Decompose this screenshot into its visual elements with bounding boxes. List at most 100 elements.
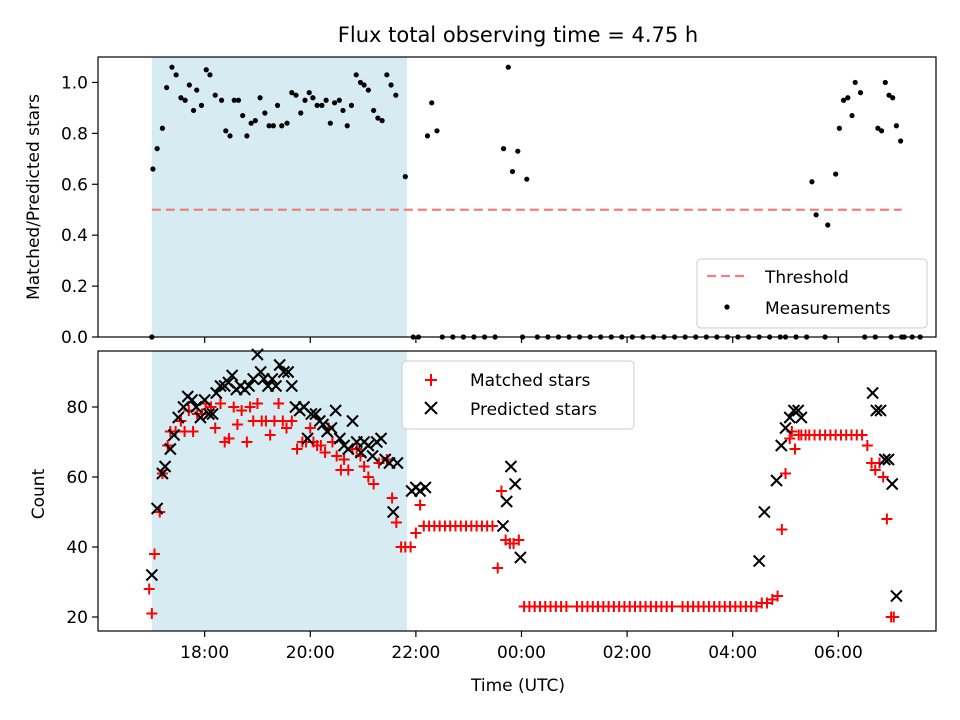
measurement-point <box>340 107 346 114</box>
top-y-tick-label: 0.2 <box>61 277 88 297</box>
x-tick-label: 20:00 <box>286 643 335 663</box>
measurement-point <box>227 133 233 139</box>
matched-star-point <box>881 513 893 525</box>
measurement-point <box>852 79 858 86</box>
measurement-point <box>257 95 263 101</box>
measurement-point <box>298 110 304 116</box>
matched-star-point <box>780 468 792 479</box>
predicted-star-point <box>145 568 159 582</box>
matched-star-point <box>362 471 374 483</box>
matched-star-point <box>560 601 572 612</box>
measurement-point <box>190 107 197 114</box>
matched-star-point <box>666 601 678 612</box>
measurement-point <box>289 90 295 96</box>
predicted-star-point <box>172 411 185 424</box>
matched-star-point <box>368 478 380 490</box>
matched-star-point <box>273 398 285 409</box>
matched-star-point <box>228 401 240 413</box>
bottom-y-tick-label: 80 <box>66 398 88 418</box>
matched-star-point <box>342 464 354 476</box>
predicted-star-point <box>791 404 805 417</box>
matched-star-point <box>196 408 208 420</box>
top-y-axis-label: Matched/Predicted stars <box>24 94 44 300</box>
measurement-point <box>306 90 312 96</box>
x-tick-label: 06:00 <box>814 643 863 663</box>
measurement-point <box>365 87 371 93</box>
matched-star-point <box>358 461 370 472</box>
predicted-star-point <box>158 460 172 473</box>
measurement-point <box>388 82 394 88</box>
matched-star-point <box>281 422 293 434</box>
measurement-point <box>212 92 218 98</box>
top-legend-box <box>696 258 928 329</box>
measurement-point <box>357 79 364 86</box>
measurement-point <box>825 222 831 228</box>
matched-star-point <box>873 457 885 469</box>
matched-star-point <box>495 485 507 497</box>
predicted-star-point <box>269 379 283 393</box>
measurement-point <box>890 95 896 101</box>
matched-star-point <box>405 541 417 553</box>
measurement-point <box>833 171 839 177</box>
measurement-point <box>262 110 268 116</box>
matched-star-point <box>492 562 504 574</box>
predicted-star-point <box>386 505 400 519</box>
matched-star-point <box>861 440 873 451</box>
predicted-star-point <box>198 393 211 407</box>
top-y-tick-label: 1.0 <box>61 73 88 93</box>
legend-predicted-label: Predicted stars <box>470 400 597 420</box>
measurement-point <box>235 97 242 103</box>
matched-star-point <box>286 415 298 427</box>
legend-matched-swatch <box>425 374 437 386</box>
x-tick-label: 04:00 <box>708 643 757 663</box>
predicted-star-point <box>508 477 522 491</box>
measurement-point <box>314 102 320 108</box>
bottom-x-axis: 18:00 20:00 22:00 00:00 02:00 04:00 06:00 <box>180 631 863 663</box>
predicted-star-point <box>305 407 318 421</box>
measurement-point <box>524 176 530 182</box>
bottom-legend: Matched stars Predicted stars <box>401 360 635 430</box>
measurement-point <box>384 72 390 78</box>
predicted-star-point <box>870 404 883 417</box>
matched-star-point <box>236 405 248 416</box>
matched-star-point <box>244 401 256 413</box>
predicted-star-point <box>374 432 388 445</box>
matched-star-point <box>789 443 801 455</box>
measurement-point <box>240 112 246 119</box>
predicted-star-point <box>362 439 375 452</box>
measurement-point <box>875 125 881 131</box>
predicted-star-point <box>752 554 766 568</box>
measurement-point <box>323 97 329 103</box>
predicted-star-point <box>273 358 286 372</box>
matched-star-point <box>772 590 784 602</box>
measurement-point <box>223 128 229 134</box>
measurement-point <box>849 112 855 119</box>
predicted-star-point <box>164 442 177 456</box>
predicted-star-point <box>281 365 295 379</box>
predicted-star-point <box>309 407 322 421</box>
top-x-ticks <box>204 337 839 343</box>
matched-star-point <box>319 447 331 458</box>
predicted-star-point <box>500 495 513 508</box>
predicted-star-point <box>758 505 771 519</box>
measurement-point <box>845 95 851 101</box>
predicted-star-point <box>885 477 899 491</box>
measurement-point <box>893 123 899 129</box>
predicted-star-point <box>419 481 432 494</box>
predicted-star-point <box>775 439 788 452</box>
x-tick-label: 00:00 <box>497 643 546 663</box>
measurement-point <box>203 67 209 73</box>
matched-star-point <box>386 492 398 504</box>
bottom-panel: 20 40 60 80 18:00 20:00 22:00 00:00 02:00 04:00 0… <box>29 348 937 696</box>
bottom-legend-box <box>401 360 635 430</box>
measurement-point <box>857 90 864 96</box>
predicted-star-point <box>225 369 239 382</box>
measurement-point <box>402 174 408 180</box>
top-y-tick-label: 0.0 <box>61 328 88 348</box>
predicted-star-point <box>496 519 510 533</box>
matched-star-point <box>149 548 161 560</box>
measurement-point <box>371 107 377 114</box>
measurement-point <box>353 72 359 78</box>
measurement-point <box>393 92 399 98</box>
measurement-point <box>319 102 325 108</box>
